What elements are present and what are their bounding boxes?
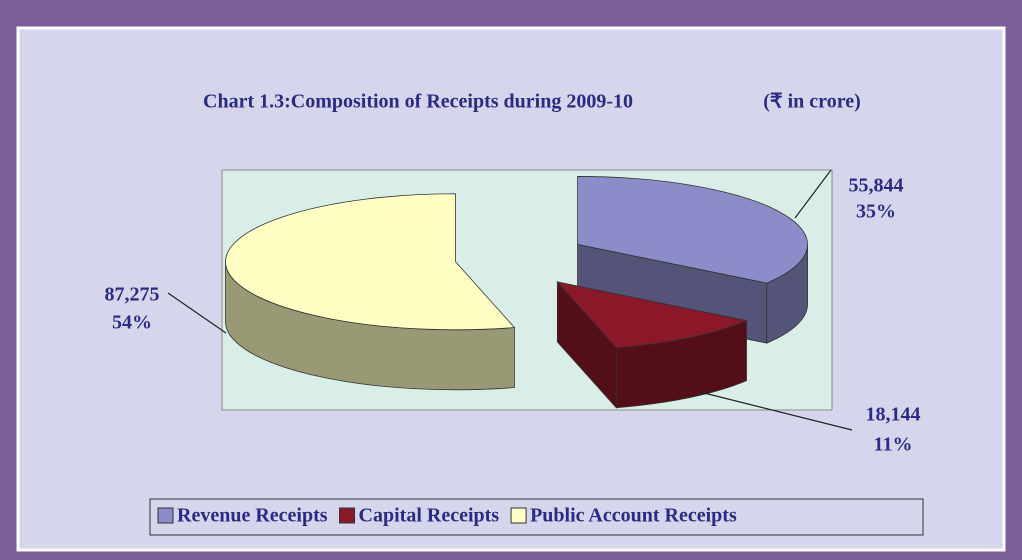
legend-label: Public Account Receipts <box>530 505 737 527</box>
percent-label: 35% <box>856 201 896 223</box>
legend-swatch <box>510 507 527 524</box>
leader-line <box>699 391 853 431</box>
value-label: 87,275 <box>105 284 160 306</box>
value-label: 18,144 <box>866 404 921 426</box>
leader-line <box>167 292 227 334</box>
legend-label: Revenue Receipts <box>177 505 328 527</box>
percent-label: 11% <box>874 434 913 456</box>
value-label: 55,844 <box>849 175 904 197</box>
slice <box>556 281 748 349</box>
legend-swatch <box>157 507 174 524</box>
slice <box>577 176 808 284</box>
leader-line <box>794 169 832 219</box>
legend-box <box>149 498 924 536</box>
legend-swatch <box>339 507 356 524</box>
legend-label: Capital Receipts <box>359 505 500 527</box>
chart-unit: (₹ in crore) <box>763 91 861 113</box>
chart-title: Chart 1.3:Composition of Receipts during… <box>203 91 633 113</box>
percent-label: 54% <box>112 312 152 334</box>
slice <box>225 193 516 331</box>
